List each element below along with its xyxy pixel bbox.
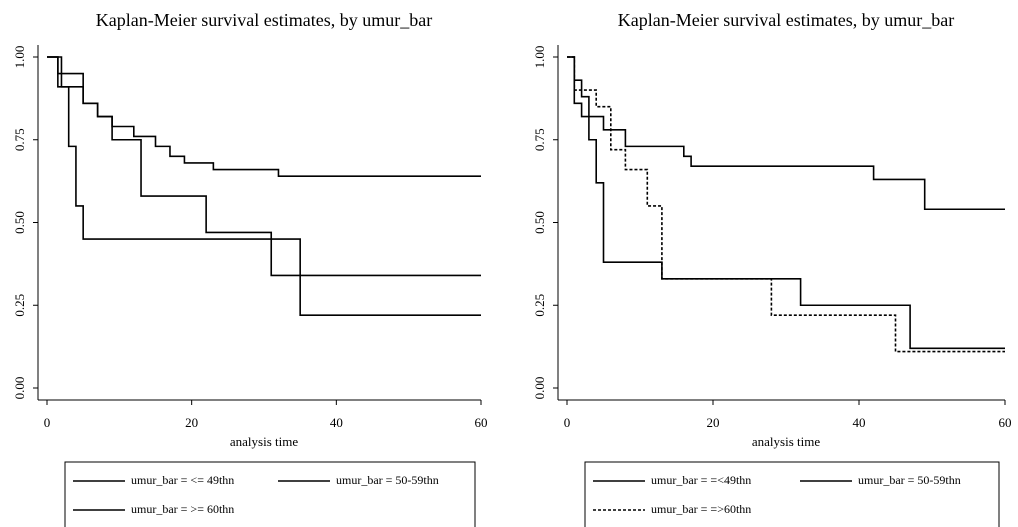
- y-tick-label: 0.50: [532, 211, 547, 234]
- legend-box: [64, 461, 476, 527]
- x-tick-label: 60: [475, 415, 488, 430]
- y-tick-label: 0.75: [532, 128, 547, 151]
- y-tick-label: 1.00: [12, 46, 27, 69]
- survival-curve: [567, 56, 1005, 350]
- x-tick-label: 20: [185, 415, 198, 430]
- x-tick-label: 60: [999, 415, 1012, 430]
- survival-curve: [567, 56, 1005, 353]
- x-tick-label: 40: [853, 415, 866, 430]
- y-tick-label: 0.75: [12, 128, 27, 151]
- chart: Kaplan-Meier survival estimates, by umur…: [532, 10, 1012, 527]
- x-tick-label: 20: [707, 415, 720, 430]
- chart: Kaplan-Meier survival estimates, by umur…: [12, 10, 488, 527]
- survival-curve: [47, 56, 481, 277]
- y-tick-label: 0.25: [12, 294, 27, 317]
- legend-label: umur_bar = 50-59thn: [336, 473, 439, 487]
- y-tick-label: 0.00: [12, 377, 27, 400]
- y-tick-label: 0.50: [12, 211, 27, 234]
- legend-label: umur_bar = =>60thn: [651, 502, 751, 516]
- y-tick-label: 0.25: [532, 294, 547, 317]
- x-axis-label: analysis time: [752, 434, 820, 449]
- x-axis-label: analysis time: [230, 434, 298, 449]
- survival-curve: [567, 56, 1005, 211]
- x-tick-label: 40: [330, 415, 343, 430]
- y-tick-label: 0.00: [532, 377, 547, 400]
- chart-title: Kaplan-Meier survival estimates, by umur…: [618, 10, 954, 30]
- survival-curve: [47, 56, 481, 316]
- x-tick-label: 0: [44, 415, 51, 430]
- legend-label: umur_bar = 50-59thn: [858, 473, 961, 487]
- y-tick-label: 1.00: [532, 46, 547, 69]
- x-tick-label: 0: [564, 415, 571, 430]
- legend-label: umur_bar = <= 49thn: [131, 473, 234, 487]
- legend-box: [584, 461, 1000, 527]
- chart-title: Kaplan-Meier survival estimates, by umur…: [96, 10, 432, 30]
- legend-label: umur_bar = =<49thn: [651, 473, 751, 487]
- legend-label: umur_bar = >= 60thn: [131, 502, 234, 516]
